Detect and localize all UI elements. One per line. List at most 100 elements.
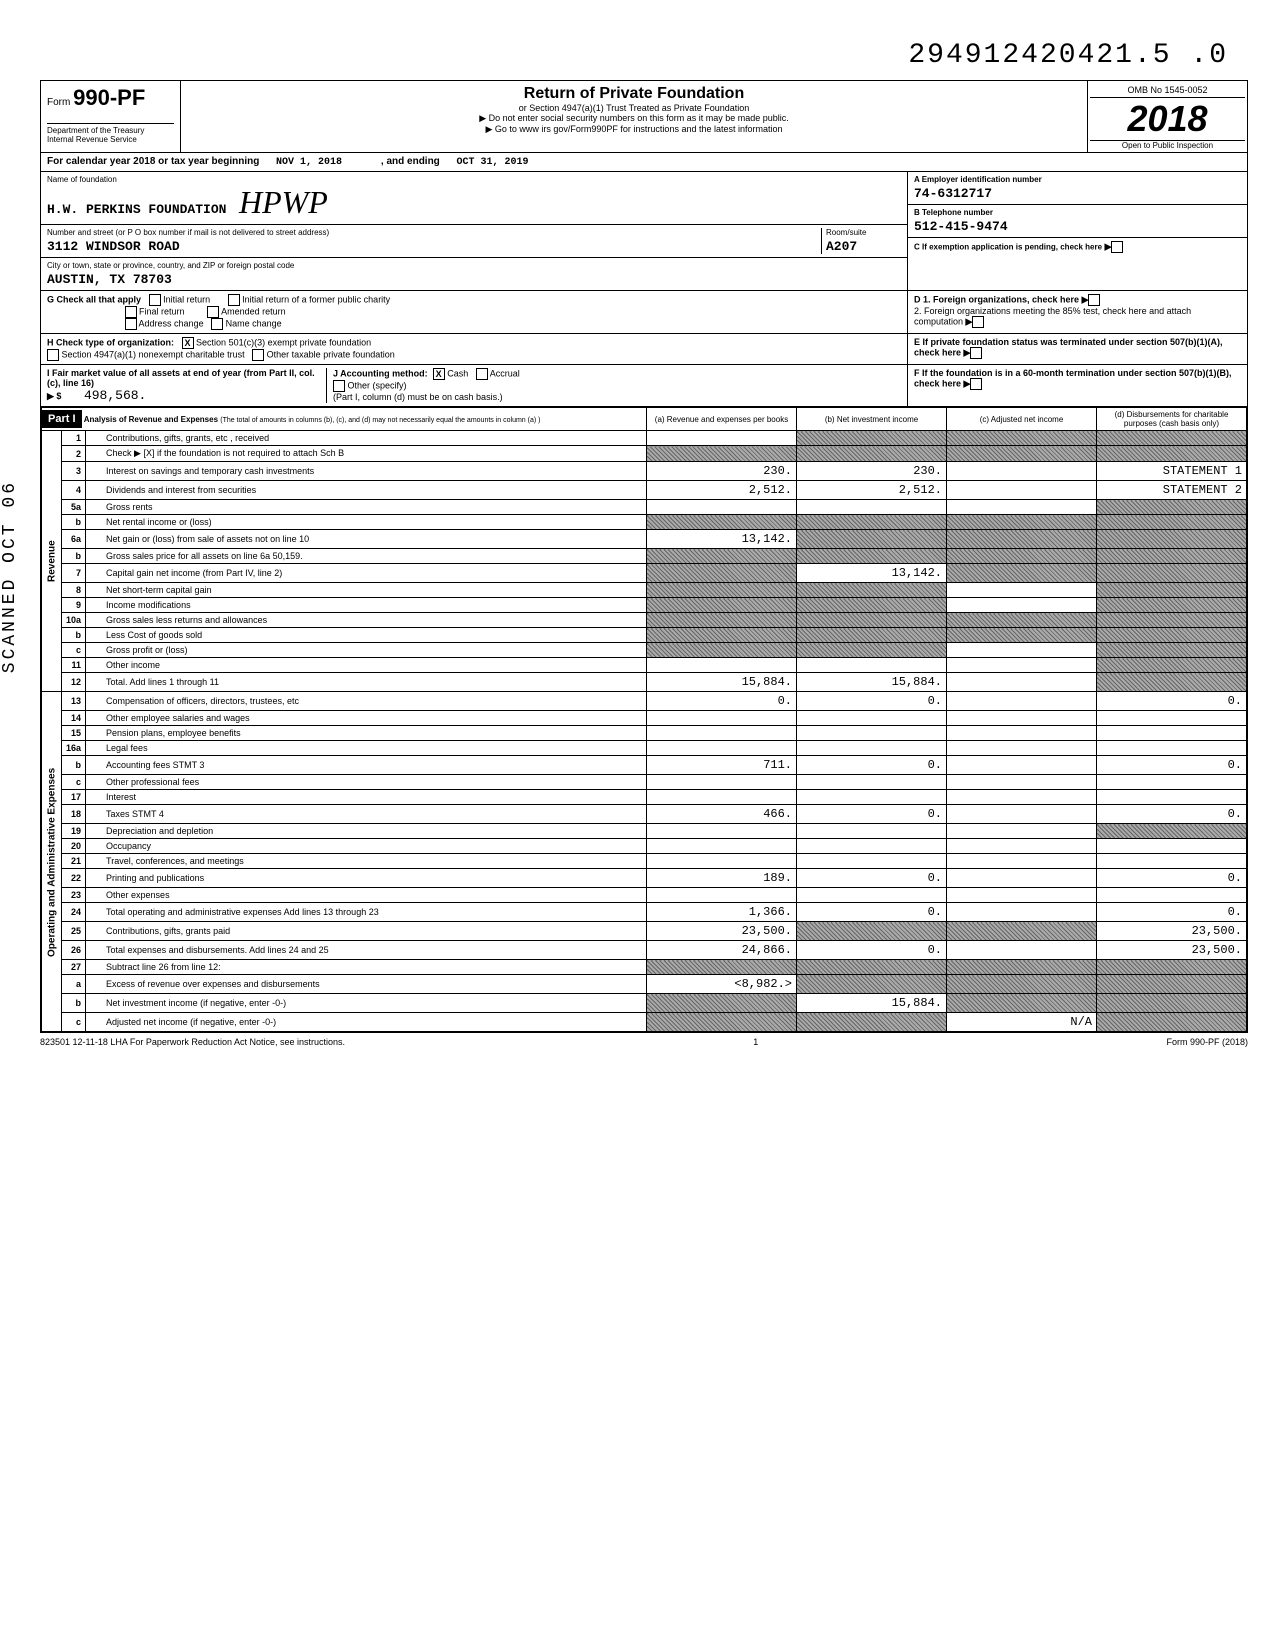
cell-b: 2,512. — [797, 481, 947, 500]
cell-d — [1097, 741, 1247, 756]
name-change-checkbox[interactable] — [211, 318, 223, 330]
row-number: 24 — [62, 903, 86, 922]
table-row: bLess Cost of goods sold — [42, 628, 1247, 643]
part1-subtitle: (The total of amounts in columns (b), (c… — [220, 417, 540, 424]
cell-d — [1097, 530, 1247, 549]
row-number: 15 — [62, 726, 86, 741]
table-row: 14Other employee salaries and wages — [42, 711, 1247, 726]
cell-d: 0. — [1097, 903, 1247, 922]
cash-checkbox[interactable]: X — [433, 368, 445, 380]
part1-table: Part I Analysis of Revenue and Expenses … — [41, 407, 1247, 1032]
cell-a — [647, 643, 797, 658]
table-row: 8Net short-term capital gain — [42, 583, 1247, 598]
table-row: cOther professional fees — [42, 775, 1247, 790]
cell-d — [1097, 613, 1247, 628]
f-checkbox[interactable] — [970, 378, 982, 390]
cell-d — [1097, 583, 1247, 598]
row-label: Net short-term capital gain — [86, 583, 647, 598]
cell-d — [1097, 643, 1247, 658]
cell-b — [797, 628, 947, 643]
g-final: Final return — [139, 306, 185, 316]
row-label: Contributions, gifts, grants paid — [86, 922, 647, 941]
row-number: 9 — [62, 598, 86, 613]
section-g-row: G Check all that apply Initial return In… — [41, 291, 1247, 334]
cell-d — [1097, 515, 1247, 530]
cell-c — [947, 869, 1097, 888]
g-initial: Initial return — [163, 294, 210, 304]
table-row: 17Interest — [42, 790, 1247, 805]
cell-a: 13,142. — [647, 530, 797, 549]
d2-checkbox[interactable] — [972, 316, 984, 328]
h-4947-checkbox[interactable] — [47, 349, 59, 361]
c-checkbox[interactable] — [1111, 241, 1123, 253]
cell-a — [647, 888, 797, 903]
cell-d — [1097, 598, 1247, 613]
row-number: b — [62, 756, 86, 775]
cell-c — [947, 854, 1097, 869]
cell-d — [1097, 824, 1247, 839]
cell-b — [797, 922, 947, 941]
row-label: Occupancy — [86, 839, 647, 854]
info-right: A Employer identification number 74-6312… — [907, 172, 1247, 290]
row-number: a — [62, 975, 86, 994]
initial-checkbox[interactable] — [149, 294, 161, 306]
footer-left: 823501 12-11-18 LHA For Paperwork Reduct… — [40, 1037, 345, 1047]
footer-right: Form 990-PF (2018) — [1166, 1037, 1248, 1047]
cell-a — [647, 613, 797, 628]
col-b-header: (b) Net investment income — [797, 408, 947, 431]
cell-d: STATEMENT 2 — [1097, 481, 1247, 500]
cell-b: 0. — [797, 941, 947, 960]
cell-d — [1097, 854, 1247, 869]
accrual-checkbox[interactable] — [476, 368, 488, 380]
h-other-checkbox[interactable] — [252, 349, 264, 361]
cell-d — [1097, 431, 1247, 446]
final-checkbox[interactable] — [125, 306, 137, 318]
row-label: Subtract line 26 from line 12: — [86, 960, 647, 975]
cell-b — [797, 598, 947, 613]
e-checkbox[interactable] — [970, 347, 982, 359]
row-label: Total operating and administrative expen… — [86, 903, 647, 922]
row-number: 12 — [62, 673, 86, 692]
amended-checkbox[interactable] — [207, 306, 219, 318]
exemption-cell: C If exemption application is pending, c… — [908, 238, 1247, 268]
cell-d — [1097, 790, 1247, 805]
scanned-stamp: SCANNED OCT 06 — [0, 480, 20, 673]
address-checkbox[interactable] — [125, 318, 137, 330]
year-cell: OMB No 1545-0052 2018 Open to Public Ins… — [1087, 81, 1247, 152]
table-row: cAdjusted net income (if negative, enter… — [42, 1013, 1247, 1032]
h-501c3-checkbox[interactable]: X — [182, 337, 194, 349]
form-title: Return of Private Foundation — [185, 85, 1083, 103]
cell-b — [797, 975, 947, 994]
row-number: 21 — [62, 854, 86, 869]
cell-c — [947, 711, 1097, 726]
cell-c — [947, 643, 1097, 658]
table-row: 7Capital gain net income (from Part IV, … — [42, 564, 1247, 583]
row-label: Check ▶ [X] if the foundation is not req… — [86, 446, 647, 462]
cell-d: 23,500. — [1097, 941, 1247, 960]
cell-a — [647, 446, 797, 462]
row-number: 17 — [62, 790, 86, 805]
cell-a: 24,866. — [647, 941, 797, 960]
cell-a — [647, 775, 797, 790]
cell-a — [647, 854, 797, 869]
row-number: 14 — [62, 711, 86, 726]
g-name-change: Name change — [226, 318, 282, 328]
cal-end: OCT 31, 2019 — [456, 157, 528, 168]
dln-number: 294912420421.5 .0 — [908, 40, 1228, 71]
row-number: 20 — [62, 839, 86, 854]
d1-checkbox[interactable] — [1088, 294, 1100, 306]
cell-d — [1097, 673, 1247, 692]
row-label: Other employee salaries and wages — [86, 711, 647, 726]
name-cell: Name of foundation H.W. PERKINS FOUNDATI… — [41, 172, 907, 225]
other-method-checkbox[interactable] — [333, 380, 345, 392]
table-row: 21Travel, conferences, and meetings — [42, 854, 1247, 869]
cell-c — [947, 756, 1097, 775]
cell-b — [797, 658, 947, 673]
cell-a — [647, 790, 797, 805]
cell-b — [797, 854, 947, 869]
col-c-header: (c) Adjusted net income — [947, 408, 1097, 431]
cell-d — [1097, 839, 1247, 854]
cell-a — [647, 960, 797, 975]
initial-former-checkbox[interactable] — [228, 294, 240, 306]
cell-b — [797, 643, 947, 658]
